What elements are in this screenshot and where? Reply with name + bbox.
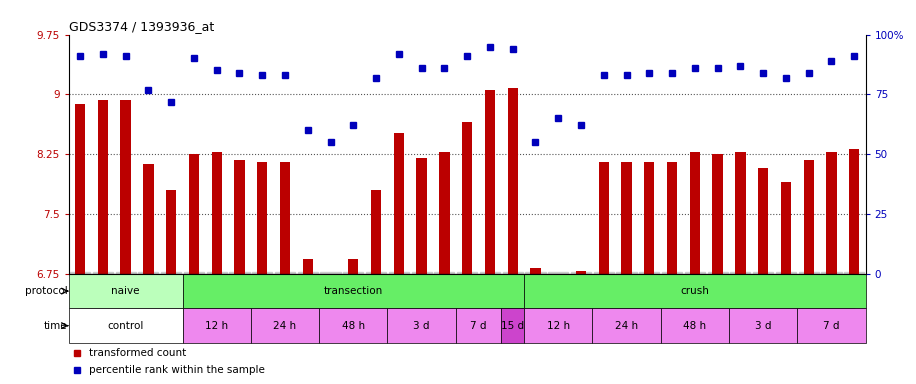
Bar: [599, 162, 609, 274]
Bar: [621, 162, 632, 274]
Bar: [456, 308, 501, 343]
Bar: [576, 271, 586, 274]
Bar: [69, 308, 182, 343]
Bar: [690, 152, 700, 274]
Text: transection: transection: [323, 286, 383, 296]
Bar: [530, 268, 540, 274]
Bar: [212, 152, 222, 274]
Bar: [524, 274, 866, 308]
Text: transformed count: transformed count: [89, 348, 186, 358]
Bar: [501, 308, 524, 343]
Text: 12 h: 12 h: [205, 321, 228, 331]
Bar: [849, 149, 859, 274]
Bar: [121, 100, 131, 274]
Bar: [780, 182, 791, 274]
Text: 3 d: 3 d: [413, 321, 430, 331]
Bar: [394, 132, 404, 274]
Text: naive: naive: [112, 286, 140, 296]
Bar: [507, 88, 518, 274]
Bar: [553, 274, 563, 280]
Bar: [257, 162, 267, 274]
Bar: [797, 308, 866, 343]
Text: 15 d: 15 d: [501, 321, 524, 331]
Text: 48 h: 48 h: [683, 321, 706, 331]
Bar: [371, 190, 381, 274]
Bar: [758, 168, 769, 274]
Text: 24 h: 24 h: [615, 321, 638, 331]
Bar: [485, 90, 495, 274]
Bar: [189, 154, 199, 274]
Bar: [803, 160, 813, 274]
Text: 7 d: 7 d: [823, 321, 840, 331]
Text: 7 d: 7 d: [470, 321, 486, 331]
Text: 48 h: 48 h: [342, 321, 365, 331]
Text: crush: crush: [681, 286, 709, 296]
Bar: [440, 152, 450, 274]
Text: 24 h: 24 h: [274, 321, 297, 331]
Bar: [736, 152, 746, 274]
Bar: [69, 274, 182, 308]
Bar: [325, 274, 335, 284]
Bar: [166, 190, 176, 274]
Bar: [75, 104, 85, 274]
Bar: [182, 308, 251, 343]
Text: percentile rank within the sample: percentile rank within the sample: [89, 365, 265, 375]
Bar: [319, 308, 387, 343]
Bar: [280, 162, 290, 274]
Bar: [251, 308, 319, 343]
Bar: [713, 154, 723, 274]
Text: 12 h: 12 h: [547, 321, 570, 331]
Text: time: time: [44, 321, 68, 331]
Bar: [387, 308, 456, 343]
Text: 3 d: 3 d: [755, 321, 771, 331]
Bar: [143, 164, 154, 274]
Bar: [348, 260, 358, 274]
Bar: [98, 100, 108, 274]
Bar: [826, 152, 836, 274]
Bar: [182, 274, 524, 308]
Bar: [234, 160, 245, 274]
Text: control: control: [107, 321, 144, 331]
Bar: [667, 162, 677, 274]
Bar: [417, 158, 427, 274]
Bar: [593, 308, 660, 343]
Bar: [462, 122, 473, 274]
Bar: [302, 260, 313, 274]
Bar: [524, 308, 593, 343]
Text: protocol: protocol: [25, 286, 68, 296]
Bar: [729, 308, 797, 343]
Bar: [644, 162, 654, 274]
Bar: [660, 308, 729, 343]
Text: GDS3374 / 1393936_at: GDS3374 / 1393936_at: [69, 20, 214, 33]
